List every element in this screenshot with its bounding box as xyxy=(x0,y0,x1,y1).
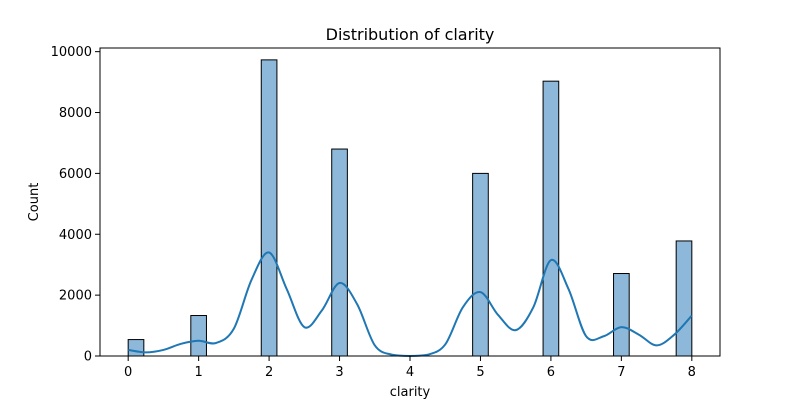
x-axis: 0 1 2 3 4 5 6 7 8 xyxy=(124,356,696,380)
x-tick-label-6: 6 xyxy=(547,365,555,380)
x-tick-label-5: 5 xyxy=(476,365,484,380)
y-tick-label-8000: 8000 xyxy=(59,106,92,121)
y-tick-label-2000: 2000 xyxy=(59,289,92,304)
histogram-bar-5 xyxy=(542,80,560,357)
histogram-bar-6 xyxy=(613,273,630,357)
y-axis-title: Count xyxy=(27,183,42,222)
x-tick-label-1: 1 xyxy=(194,365,202,380)
x-tick-label-3: 3 xyxy=(335,365,343,380)
x-tick-label-4: 4 xyxy=(406,365,414,380)
histogram-bar-4 xyxy=(472,172,489,357)
histogram-bar-1 xyxy=(190,315,207,357)
y-axis: 0 2000 4000 6000 8000 10000 xyxy=(51,45,100,365)
y-tick-label-0: 0 xyxy=(84,350,92,365)
histogram-bar-2 xyxy=(260,59,278,357)
y-tick-label-4000: 4000 xyxy=(59,228,92,243)
y-tick-label-6000: 6000 xyxy=(59,167,92,182)
y-tick-label-10000: 10000 xyxy=(51,45,92,60)
bars-layer xyxy=(127,59,693,357)
x-tick-label-8: 8 xyxy=(688,365,696,380)
x-tick-label-2: 2 xyxy=(265,365,273,380)
x-tick-label-0: 0 xyxy=(124,365,132,380)
histogram-bar-0 xyxy=(127,339,145,357)
x-axis-title: clarity xyxy=(390,385,431,400)
histogram-bar-7 xyxy=(675,240,693,357)
chart-title: Distribution of clarity xyxy=(326,25,495,44)
histogram-bar-3 xyxy=(331,148,348,357)
x-tick-label-7: 7 xyxy=(617,365,625,380)
